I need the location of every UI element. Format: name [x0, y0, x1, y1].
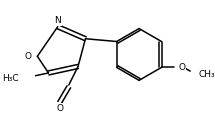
- Text: H₃C: H₃C: [2, 74, 19, 83]
- Text: N: N: [54, 16, 61, 25]
- Text: O: O: [56, 104, 63, 113]
- Text: CH₃: CH₃: [198, 70, 215, 79]
- Text: O: O: [178, 63, 185, 72]
- Text: O: O: [25, 52, 32, 61]
